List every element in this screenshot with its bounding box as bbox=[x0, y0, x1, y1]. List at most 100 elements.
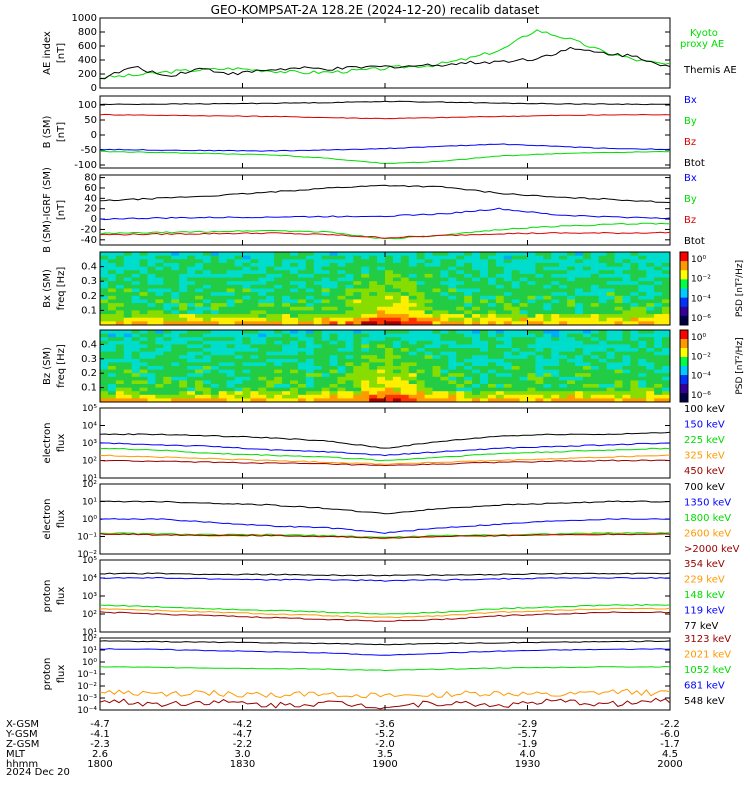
psd-cell bbox=[171, 310, 180, 315]
psd-cell bbox=[282, 292, 291, 297]
psd-cell bbox=[551, 292, 560, 297]
psd-cell bbox=[662, 355, 671, 360]
psd-cell bbox=[226, 351, 236, 356]
psd-cell bbox=[100, 333, 109, 338]
psd-cell bbox=[202, 351, 212, 356]
psd-cell bbox=[638, 270, 647, 275]
psd-cell bbox=[654, 391, 663, 396]
psd-cell bbox=[202, 281, 212, 286]
psd-cell bbox=[337, 384, 346, 389]
psd-cell bbox=[250, 277, 259, 282]
psd-cell bbox=[171, 295, 180, 300]
psd-cell bbox=[187, 252, 196, 257]
psd-cell bbox=[290, 340, 299, 345]
y-tick-label: 10² bbox=[82, 634, 97, 644]
psd-cell bbox=[210, 344, 220, 349]
psd-cell bbox=[210, 277, 220, 282]
psd-cell bbox=[503, 295, 513, 300]
psd-cell bbox=[440, 387, 449, 392]
psd-cell bbox=[226, 252, 236, 257]
footer-value: 1930 bbox=[515, 759, 540, 770]
psd-cell bbox=[400, 330, 410, 335]
psd-cell bbox=[147, 358, 156, 363]
psd-cell bbox=[147, 303, 156, 308]
psd-cell bbox=[448, 277, 457, 282]
psd-cell bbox=[432, 277, 441, 282]
psd-cell bbox=[297, 266, 307, 271]
psd-cell bbox=[345, 262, 354, 268]
psd-cell bbox=[598, 262, 608, 268]
psd-cell bbox=[369, 314, 378, 319]
psd-cell bbox=[329, 384, 338, 389]
psd-cell bbox=[226, 333, 236, 338]
psd-cell bbox=[107, 266, 117, 271]
psd-cell bbox=[155, 321, 164, 326]
psd-cell bbox=[369, 255, 378, 260]
psd-cell bbox=[519, 321, 528, 326]
psd-cell bbox=[606, 284, 616, 289]
psd-cell bbox=[638, 321, 647, 326]
psd-cell bbox=[139, 337, 148, 342]
psd-cell bbox=[115, 337, 125, 342]
psd-cell bbox=[662, 284, 671, 289]
psd-cell bbox=[115, 284, 125, 289]
psd-cell bbox=[416, 252, 426, 257]
legend-entry: 2600 keV bbox=[684, 529, 731, 540]
series-line bbox=[99, 518, 671, 534]
psd-cell bbox=[646, 281, 655, 286]
footer-value: -5.7 bbox=[518, 729, 538, 740]
psd-cell bbox=[495, 384, 505, 389]
series-line bbox=[99, 648, 671, 656]
y-axis-label: freq [Hz] bbox=[56, 267, 67, 311]
psd-cell bbox=[582, 337, 592, 342]
psd-cell bbox=[337, 321, 346, 326]
psd-cell bbox=[654, 310, 663, 315]
psd-cell bbox=[202, 303, 212, 308]
psd-cell bbox=[377, 281, 386, 286]
y-axis-label: AE index bbox=[42, 31, 53, 75]
psd-cell bbox=[575, 376, 584, 381]
psd-cell bbox=[662, 266, 671, 271]
psd-cell bbox=[329, 252, 338, 257]
psd-cell bbox=[567, 384, 576, 389]
psd-cell bbox=[297, 310, 307, 315]
psd-cell bbox=[226, 310, 236, 315]
psd-cell bbox=[226, 330, 236, 335]
psd-cell bbox=[519, 262, 528, 268]
psd-cell bbox=[353, 306, 362, 311]
psd-cell bbox=[290, 292, 299, 297]
psd-cell bbox=[495, 306, 505, 311]
psd-cell bbox=[646, 252, 655, 257]
psd-cell bbox=[258, 314, 267, 319]
psd-cell bbox=[432, 340, 441, 345]
psd-cell bbox=[511, 288, 521, 293]
psd-cell bbox=[472, 358, 481, 363]
psd-cell bbox=[535, 321, 544, 326]
psd-cell bbox=[535, 306, 544, 311]
psd-cell bbox=[377, 398, 386, 403]
psd-cell bbox=[480, 270, 489, 275]
psd-cell bbox=[282, 337, 291, 342]
psd-cell bbox=[614, 387, 623, 392]
psd-cell bbox=[440, 373, 449, 378]
psd-cell bbox=[614, 340, 623, 345]
psd-cell bbox=[195, 369, 204, 374]
psd-cell bbox=[226, 262, 236, 268]
psd-cell bbox=[107, 348, 117, 353]
psd-cell bbox=[472, 366, 481, 371]
psd-cell bbox=[590, 366, 600, 371]
psd-cell bbox=[519, 310, 528, 315]
psd-cell bbox=[614, 337, 623, 342]
psd-cell bbox=[456, 387, 465, 392]
psd-cell bbox=[472, 281, 481, 286]
psd-cell bbox=[662, 295, 671, 300]
psd-cell bbox=[305, 384, 315, 389]
series-line bbox=[99, 447, 671, 462]
psd-cell bbox=[392, 310, 402, 315]
psd-cell bbox=[345, 369, 354, 374]
psd-cell bbox=[210, 317, 220, 322]
psd-cell bbox=[519, 398, 528, 403]
psd-cell bbox=[495, 277, 505, 282]
psd-cell bbox=[250, 384, 259, 389]
psd-cell bbox=[598, 330, 608, 335]
